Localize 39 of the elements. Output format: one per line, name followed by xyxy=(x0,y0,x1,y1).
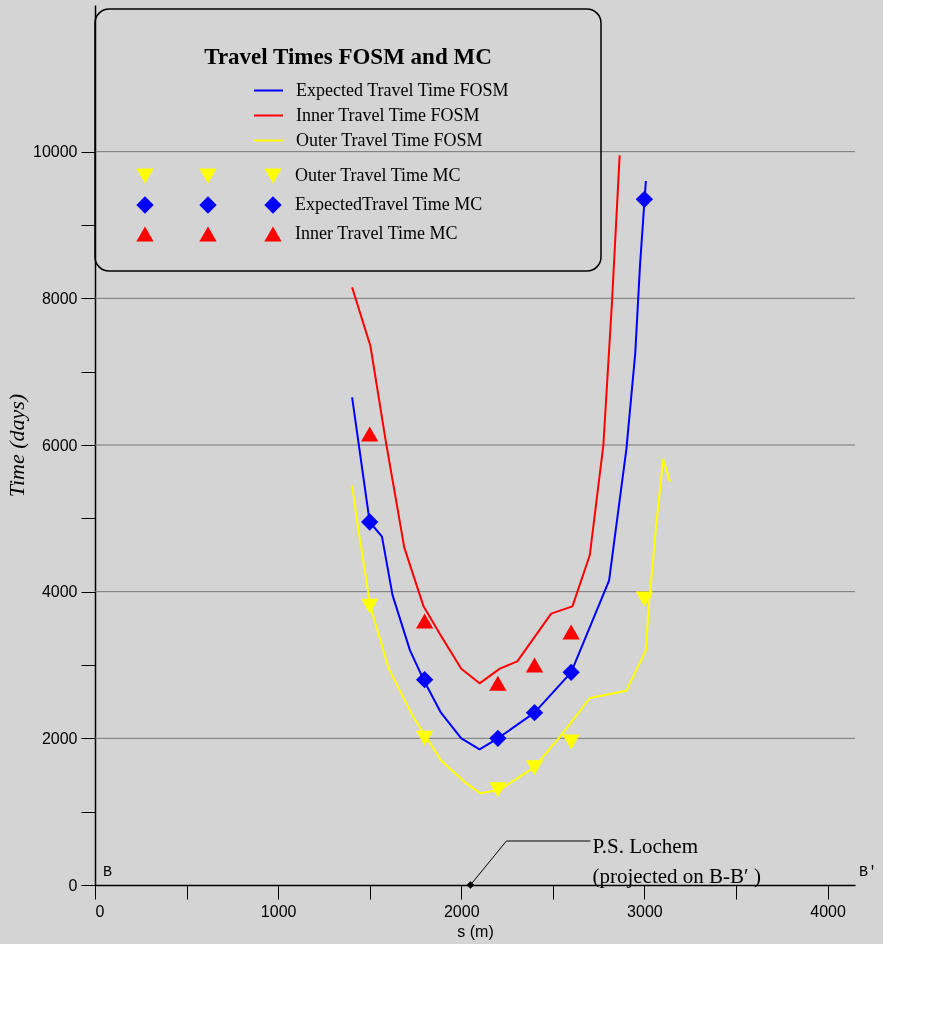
y-tick-label: 2000 xyxy=(41,729,78,747)
y-tick-label: 4000 xyxy=(41,583,78,601)
legend-label: ExpectedTravel Time MC xyxy=(295,194,483,214)
legend-label: Inner Travel Time MC xyxy=(295,223,458,243)
legend-label: Expected Travel Time FOSM xyxy=(296,79,509,100)
y-tick-label: 10000 xyxy=(33,143,78,161)
x-tick-label: 1000 xyxy=(260,902,297,920)
y-tick-label: 8000 xyxy=(41,289,78,307)
point xyxy=(635,190,654,208)
point xyxy=(489,782,507,798)
point xyxy=(525,704,544,722)
point xyxy=(562,663,580,681)
x-tick-label: 4000 xyxy=(810,902,846,920)
x-tick-label: 2000 xyxy=(443,902,480,920)
point xyxy=(489,729,507,747)
point xyxy=(525,657,544,673)
annotation: B xyxy=(103,864,113,881)
point xyxy=(562,624,580,640)
legend-label: Outer Travel Time MC xyxy=(295,165,461,185)
x-tick-label: 3000 xyxy=(627,902,663,920)
x-axis-title: s (m) xyxy=(457,922,494,940)
point xyxy=(562,734,580,750)
point xyxy=(361,426,379,442)
text: B' xyxy=(859,864,878,881)
point xyxy=(489,675,507,691)
legend-label: Outer Travel Time FOSM xyxy=(296,129,483,150)
y-axis-title: Time (days) xyxy=(4,393,30,498)
point xyxy=(525,760,544,776)
point xyxy=(361,513,379,531)
x-tick-label: 0 xyxy=(95,902,105,920)
point xyxy=(415,613,434,629)
point xyxy=(415,730,434,746)
point xyxy=(415,671,434,689)
legend-title: Travel Times FOSM and MC xyxy=(204,44,492,69)
point xyxy=(635,591,654,607)
legend-label: Inner Travel Time FOSM xyxy=(296,104,480,125)
y-tick-label: 0 xyxy=(68,876,78,894)
point xyxy=(361,598,379,614)
y-tick-label: 6000 xyxy=(41,436,78,454)
